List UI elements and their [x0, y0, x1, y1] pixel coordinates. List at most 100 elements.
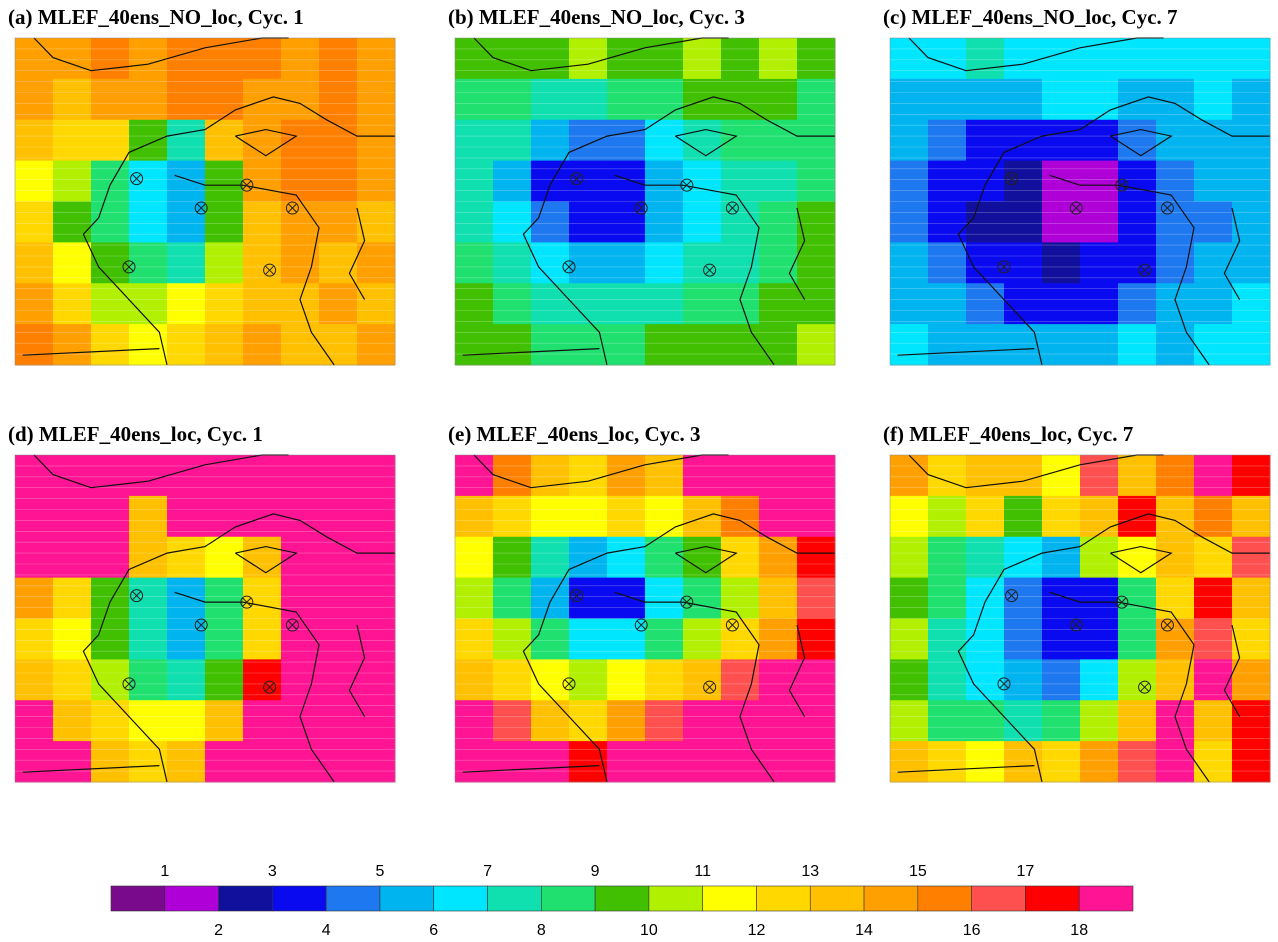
grid-cell — [455, 160, 494, 202]
grid-cell — [1080, 283, 1119, 325]
grid-cell — [1042, 201, 1081, 243]
grid-cell — [797, 700, 836, 742]
grid-cell — [645, 242, 684, 284]
station-marker-x — [564, 262, 574, 272]
grid-cell — [531, 283, 570, 325]
grid-cell — [759, 78, 798, 121]
grid-cell — [966, 78, 1005, 121]
grid-cell — [1194, 283, 1233, 325]
grid-cell — [319, 495, 358, 538]
grid-cell — [645, 119, 684, 162]
station-marker-x — [1117, 597, 1127, 607]
grid-cell — [455, 201, 494, 243]
station-marker — [680, 178, 694, 192]
grid-cell — [1156, 741, 1195, 783]
grid-cell — [966, 160, 1005, 202]
panel-frame — [889, 37, 1271, 366]
map-border — [549, 513, 835, 603]
grid-cell — [890, 324, 929, 366]
grid-cell — [357, 659, 396, 701]
grid-cell — [243, 659, 282, 701]
grid-cell — [1194, 618, 1233, 660]
station-marker-x — [636, 620, 646, 630]
map-border — [614, 174, 775, 366]
map-border — [522, 601, 608, 783]
grid-cell — [1156, 283, 1195, 325]
grid-cell — [797, 577, 836, 619]
grid-cell — [167, 659, 206, 701]
grid-cell — [966, 283, 1005, 325]
colorbar-box — [218, 885, 273, 912]
grid-cell — [1080, 242, 1119, 284]
map-border — [957, 601, 1043, 783]
station-marker-x — [705, 682, 714, 692]
grid-cell — [1232, 536, 1271, 579]
station-marker — [130, 172, 144, 186]
map-border — [1049, 591, 1210, 783]
grid-cell — [966, 700, 1005, 742]
grid-cell — [1156, 119, 1195, 162]
grid-cell — [645, 618, 684, 660]
grid-cell — [15, 119, 54, 162]
grid-cell — [1156, 160, 1195, 202]
grid-cell — [645, 741, 684, 783]
colorbar-box — [756, 885, 811, 912]
grid-cell — [531, 324, 570, 366]
station-marker-x — [728, 203, 737, 213]
colorbar-label: 11 — [694, 863, 711, 880]
station-marker — [1069, 618, 1083, 632]
grid-cell — [1156, 38, 1195, 80]
station-marker — [1005, 172, 1019, 186]
grid-cell — [569, 536, 608, 579]
grid-cell — [890, 536, 929, 579]
map-border — [788, 624, 806, 717]
grid-cell — [91, 201, 130, 243]
grid-cell — [1080, 659, 1119, 701]
grid-cell — [53, 659, 92, 701]
colorbar-box — [917, 885, 972, 912]
colorbar-box — [1025, 885, 1080, 912]
grid-cell — [890, 119, 929, 162]
grid-cell — [607, 38, 646, 80]
station-marker-x — [265, 682, 274, 692]
grid-cell — [683, 659, 722, 701]
map-border — [82, 601, 168, 783]
grid-cell — [890, 38, 929, 80]
colorbar-label: 6 — [429, 922, 438, 939]
grid-cell — [1042, 577, 1081, 619]
grid-cell — [928, 700, 967, 742]
station-marker-x — [1007, 591, 1016, 600]
grid-cell — [890, 618, 929, 660]
grid-cell — [167, 455, 206, 497]
grid-cell — [455, 455, 494, 497]
grid-cell — [721, 741, 760, 783]
grid-cell — [1080, 741, 1119, 783]
grid-cell — [493, 38, 532, 80]
grid-cell — [1232, 38, 1271, 80]
map-border — [348, 207, 366, 300]
grid-cell — [357, 324, 396, 366]
grid-cell — [966, 495, 1005, 538]
grid-cell — [1156, 536, 1195, 579]
grid-cell — [319, 324, 358, 366]
grid-cell — [966, 119, 1005, 162]
grid-cell — [455, 78, 494, 121]
panel-frame — [14, 454, 396, 783]
grid-cell — [607, 618, 646, 660]
grid-cell — [281, 119, 320, 162]
map-border — [522, 185, 608, 366]
grid-cell — [1004, 38, 1043, 80]
grid-cell — [607, 242, 646, 284]
station-marker-x — [564, 679, 574, 689]
grid-cell — [531, 700, 570, 742]
grid-cell — [1156, 495, 1195, 538]
grid-cell — [759, 324, 798, 366]
grid-cell — [1232, 201, 1271, 243]
grid-cell — [928, 201, 967, 243]
grid-cell — [243, 577, 282, 619]
station-marker-x — [124, 679, 134, 689]
map-panel — [14, 37, 396, 366]
grid-cell — [928, 38, 967, 80]
grid-cell — [1042, 495, 1081, 538]
